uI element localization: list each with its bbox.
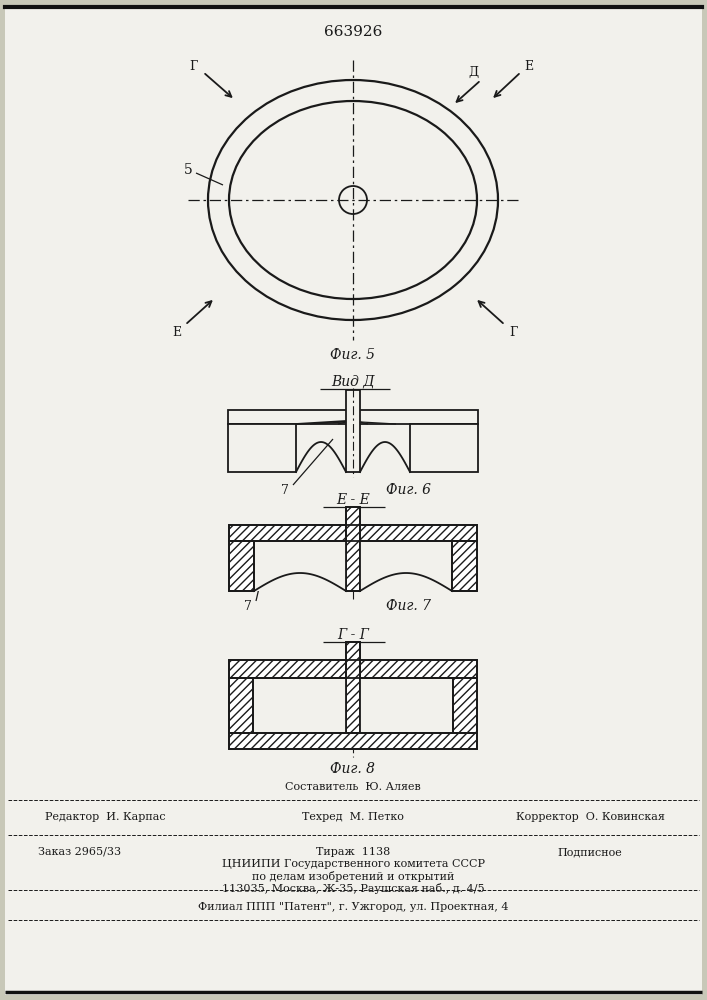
Bar	[453, 678, 477, 733]
Bar	[229, 678, 253, 733]
Text: Филиал ППП "Патент", г. Ужгород, ул. Проектная, 4: Филиал ППП "Патент", г. Ужгород, ул. Про…	[198, 902, 508, 912]
Text: Г: Г	[509, 326, 517, 340]
Text: ЦНИИПИ Государственного комитета СССР: ЦНИИПИ Государственного комитета СССР	[221, 859, 484, 869]
Bar	[229, 733, 477, 749]
Text: Фиг. 5: Фиг. 5	[330, 348, 375, 362]
Bar	[229, 525, 477, 541]
Text: 5: 5	[184, 163, 192, 177]
Text: Г - Г: Г - Г	[337, 628, 369, 642]
Text: Тираж  1138: Тираж 1138	[316, 847, 390, 857]
Text: Составитель  Ю. Аляев: Составитель Ю. Аляев	[285, 782, 421, 792]
Bar	[346, 507, 360, 591]
Bar	[229, 660, 477, 678]
Text: Редактор  И. Карпас: Редактор И. Карпас	[45, 812, 165, 822]
Bar	[253, 678, 346, 733]
Bar	[229, 660, 477, 678]
Text: Е - Е: Е - Е	[336, 493, 370, 507]
Text: Техред  М. Петко: Техред М. Петко	[302, 812, 404, 822]
Bar	[229, 525, 477, 541]
Bar	[346, 390, 360, 472]
Bar	[410, 424, 478, 472]
Text: Е: Е	[525, 60, 534, 73]
Bar	[452, 541, 477, 591]
Bar	[346, 642, 360, 733]
Text: по делам изобретений и открытий: по делам изобретений и открытий	[252, 870, 454, 882]
Text: Вид Д: Вид Д	[332, 375, 375, 389]
Bar	[346, 642, 360, 733]
Bar	[229, 678, 253, 733]
Text: 7: 7	[244, 599, 252, 612]
Text: Корректор  О. Ковинская: Корректор О. Ковинская	[515, 812, 665, 822]
Text: 7: 7	[281, 484, 289, 496]
Text: Г: Г	[189, 60, 197, 73]
Bar	[360, 541, 452, 591]
Text: 663926: 663926	[324, 25, 382, 39]
Text: Заказ 2965/33: Заказ 2965/33	[38, 847, 122, 857]
Bar	[360, 678, 453, 733]
Bar	[229, 733, 477, 749]
Text: Фиг. 7: Фиг. 7	[385, 599, 431, 613]
Text: Д: Д	[468, 66, 478, 79]
Text: Фиг. 6: Фиг. 6	[385, 483, 431, 497]
Bar	[254, 541, 346, 591]
Bar	[452, 541, 477, 591]
Text: Е: Е	[173, 326, 182, 340]
Bar	[228, 410, 478, 424]
Bar	[346, 507, 360, 591]
Text: Фиг. 8: Фиг. 8	[330, 762, 375, 776]
Text: 113035, Москва, Ж-35, Раушская наб., д. 4/5: 113035, Москва, Ж-35, Раушская наб., д. …	[222, 882, 484, 894]
Bar	[229, 541, 254, 591]
Bar	[229, 541, 254, 591]
Bar	[228, 424, 296, 472]
Text: Подписное: Подписное	[558, 847, 622, 857]
Bar	[453, 678, 477, 733]
